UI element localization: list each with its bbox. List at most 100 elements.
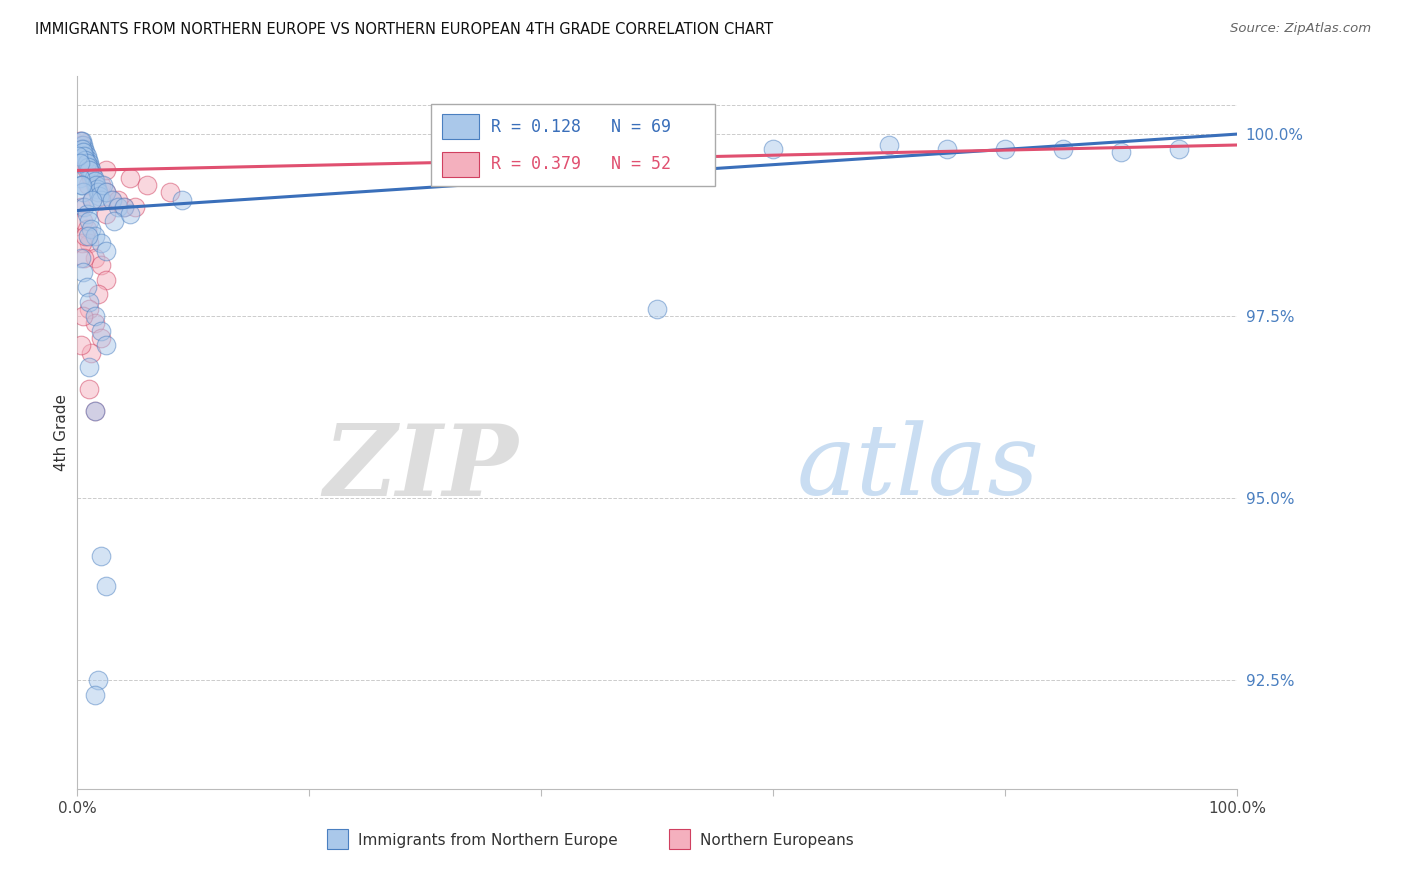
Point [90, 236, 111, 251]
Point [101, 193, 124, 207]
Point [76, 160, 98, 174]
Point [83, 170, 105, 185]
Point [96, 273, 118, 287]
Point [96, 186, 118, 200]
FancyBboxPatch shape [669, 829, 690, 849]
Point [83, 317, 105, 331]
Point [1111, 145, 1133, 160]
Point [1168, 142, 1191, 156]
Point [69, 134, 91, 148]
Point [112, 200, 135, 214]
Point [83, 229, 105, 244]
Point [69, 142, 91, 156]
Point [73, 149, 96, 163]
Point [83, 688, 105, 702]
Point [69, 138, 91, 153]
Point [72, 145, 94, 160]
FancyBboxPatch shape [326, 829, 347, 849]
Text: Northern Europeans: Northern Europeans [700, 832, 853, 847]
Point [75, 160, 97, 174]
Y-axis label: 4th Grade: 4th Grade [53, 394, 69, 471]
Point [118, 207, 141, 221]
Point [72, 138, 94, 153]
Point [91, 178, 114, 192]
Point [76, 178, 98, 192]
Point [77, 163, 100, 178]
Point [80, 170, 103, 185]
Point [79, 167, 101, 181]
Point [72, 186, 94, 200]
Point [70, 178, 93, 192]
Point [76, 156, 98, 170]
Point [76, 207, 98, 221]
Point [90, 549, 111, 564]
Point [77, 301, 100, 316]
Point [89, 189, 111, 203]
Point [82, 193, 104, 207]
Point [84, 178, 107, 192]
Point [76, 160, 98, 174]
Point [73, 156, 96, 170]
Point [77, 236, 100, 251]
Text: ZIP: ZIP [323, 420, 517, 516]
Point [79, 160, 101, 174]
Point [112, 200, 135, 214]
Point [90, 258, 111, 272]
Point [87, 673, 110, 688]
Point [96, 338, 118, 352]
Point [76, 149, 98, 163]
Point [90, 178, 111, 192]
Point [936, 142, 959, 156]
Point [77, 294, 100, 309]
Point [90, 331, 111, 345]
Point [90, 324, 111, 338]
Point [96, 186, 118, 200]
Point [76, 229, 98, 244]
Point [70, 142, 93, 156]
Point [77, 382, 100, 396]
Point [76, 156, 98, 170]
Point [647, 301, 669, 316]
Point [77, 360, 100, 375]
Point [76, 153, 98, 167]
Point [73, 200, 96, 214]
Point [72, 153, 94, 167]
Point [69, 338, 91, 352]
Point [87, 287, 110, 301]
Point [83, 309, 105, 323]
Point [69, 145, 91, 160]
Point [96, 163, 118, 178]
Point [83, 404, 105, 418]
Point [72, 145, 94, 160]
Point [73, 142, 96, 156]
Point [75, 153, 97, 167]
Point [72, 265, 94, 279]
Text: IMMIGRANTS FROM NORTHERN EUROPE VS NORTHERN EUROPEAN 4TH GRADE CORRELATION CHART: IMMIGRANTS FROM NORTHERN EUROPE VS NORTH… [35, 22, 773, 37]
Point [96, 207, 118, 221]
Point [86, 182, 108, 196]
Point [80, 345, 103, 359]
Point [87, 186, 110, 200]
Point [75, 153, 97, 167]
Point [87, 186, 110, 200]
Point [73, 149, 96, 163]
Point [82, 193, 104, 207]
Point [75, 229, 97, 244]
Point [69, 170, 91, 185]
Point [124, 200, 146, 214]
Point [83, 251, 105, 265]
Point [96, 244, 118, 258]
Point [69, 156, 91, 170]
Point [69, 178, 91, 192]
Point [82, 167, 104, 181]
Point [83, 404, 105, 418]
Point [77, 214, 100, 228]
Point [159, 186, 181, 200]
Point [107, 200, 129, 214]
Point [101, 193, 124, 207]
Point [72, 214, 94, 228]
Point [73, 251, 96, 265]
Point [70, 149, 93, 163]
Point [70, 134, 93, 148]
Point [80, 221, 103, 235]
